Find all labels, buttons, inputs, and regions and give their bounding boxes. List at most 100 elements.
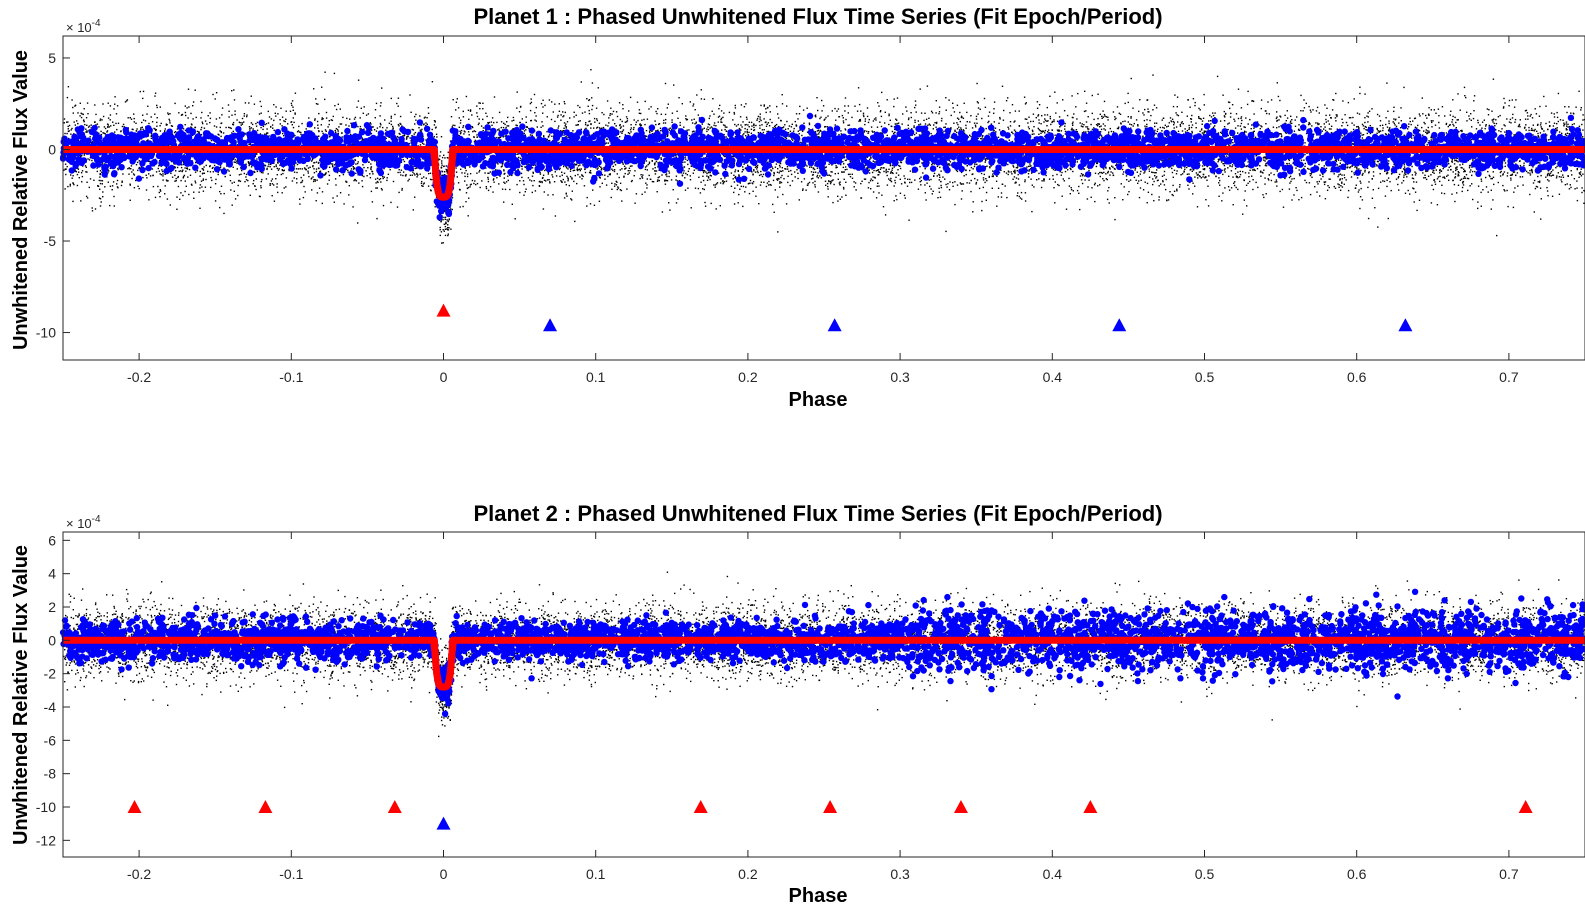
raw-point: [459, 122, 462, 124]
raw-point: [400, 174, 402, 176]
raw-point: [1573, 123, 1575, 125]
raw-point: [1102, 178, 1104, 180]
raw-point: [1130, 117, 1132, 119]
raw-point: [713, 124, 715, 127]
raw-point: [853, 181, 855, 183]
raw-point: [471, 179, 474, 182]
raw-point: [174, 174, 176, 177]
raw-point: [643, 118, 645, 121]
raw-point: [975, 183, 977, 185]
raw-point: [431, 179, 433, 181]
raw-point: [410, 140, 412, 142]
raw-point: [90, 124, 92, 126]
raw-point: [1499, 114, 1501, 117]
raw-point: [72, 106, 74, 109]
raw-point: [419, 129, 421, 131]
raw-point: [1054, 202, 1056, 204]
raw-point: [200, 100, 202, 103]
raw-point: [1300, 94, 1302, 97]
raw-point: [502, 136, 504, 138]
raw-point: [209, 171, 212, 173]
raw-point: [1139, 173, 1141, 175]
raw-point: [259, 100, 261, 103]
raw-point: [1444, 177, 1446, 179]
raw-point: [716, 182, 719, 184]
raw-point: [281, 192, 283, 194]
raw-point: [845, 118, 847, 121]
raw-point: [568, 184, 570, 187]
raw-point: [893, 98, 895, 100]
raw-point: [1490, 177, 1492, 180]
raw-point: [884, 111, 886, 113]
raw-point: [245, 179, 248, 181]
raw-point: [1496, 234, 1498, 237]
raw-point: [1010, 171, 1012, 173]
raw-point: [203, 172, 205, 174]
raw-point: [651, 130, 653, 132]
raw-point: [459, 189, 461, 191]
raw-point: [1018, 110, 1020, 112]
raw-point: [652, 181, 655, 183]
raw-point: [325, 111, 328, 114]
raw-point: [907, 124, 909, 126]
raw-point: [1524, 118, 1527, 120]
raw-point: [1438, 115, 1440, 117]
raw-point: [796, 169, 798, 171]
raw-point: [238, 174, 241, 176]
raw-point: [1035, 117, 1037, 119]
raw-point: [1184, 131, 1187, 133]
raw-point: [1407, 173, 1409, 175]
raw-point: [447, 229, 449, 231]
raw-point: [1470, 138, 1473, 141]
raw-point: [633, 126, 635, 129]
raw-point: [761, 129, 764, 131]
raw-point: [1257, 186, 1259, 189]
raw-point: [983, 173, 985, 176]
raw-point: [1337, 183, 1339, 185]
raw-point: [234, 161, 237, 163]
raw-point: [592, 132, 595, 135]
raw-point: [1316, 191, 1318, 193]
raw-point: [948, 159, 951, 162]
raw-point: [1339, 178, 1341, 180]
raw-point: [1534, 128, 1536, 131]
raw-point: [470, 128, 472, 130]
raw-point: [1452, 115, 1454, 118]
raw-point: [769, 111, 771, 113]
raw-point: [123, 126, 125, 128]
raw-point: [604, 174, 606, 176]
raw-point: [547, 136, 550, 138]
raw-point: [249, 194, 251, 196]
raw-point: [956, 128, 959, 130]
raw-point: [798, 199, 800, 201]
raw-point: [848, 124, 851, 126]
raw-point: [894, 128, 896, 130]
raw-point: [153, 127, 155, 130]
raw-point: [691, 122, 694, 124]
raw-point: [478, 102, 480, 104]
raw-point: [1231, 104, 1234, 106]
raw-point: [1293, 159, 1295, 161]
raw-point: [755, 186, 757, 188]
raw-point: [1451, 159, 1453, 161]
raw-point: [1555, 177, 1558, 179]
raw-point: [579, 176, 581, 178]
raw-point: [1214, 125, 1216, 127]
raw-point: [621, 130, 624, 133]
raw-point: [1233, 182, 1235, 184]
raw-point: [1452, 99, 1454, 101]
raw-point: [1154, 175, 1156, 177]
raw-point: [524, 166, 526, 168]
raw-point: [1457, 161, 1459, 163]
raw-point: [1430, 120, 1433, 122]
raw-point: [819, 175, 821, 177]
raw-point: [1040, 123, 1042, 125]
raw-point: [98, 126, 100, 128]
raw-point: [1317, 183, 1319, 185]
raw-point: [788, 135, 790, 138]
raw-point: [884, 122, 886, 124]
raw-point: [334, 178, 337, 180]
raw-point: [1124, 120, 1126, 122]
raw-point: [1074, 139, 1076, 141]
raw-point: [833, 183, 835, 186]
